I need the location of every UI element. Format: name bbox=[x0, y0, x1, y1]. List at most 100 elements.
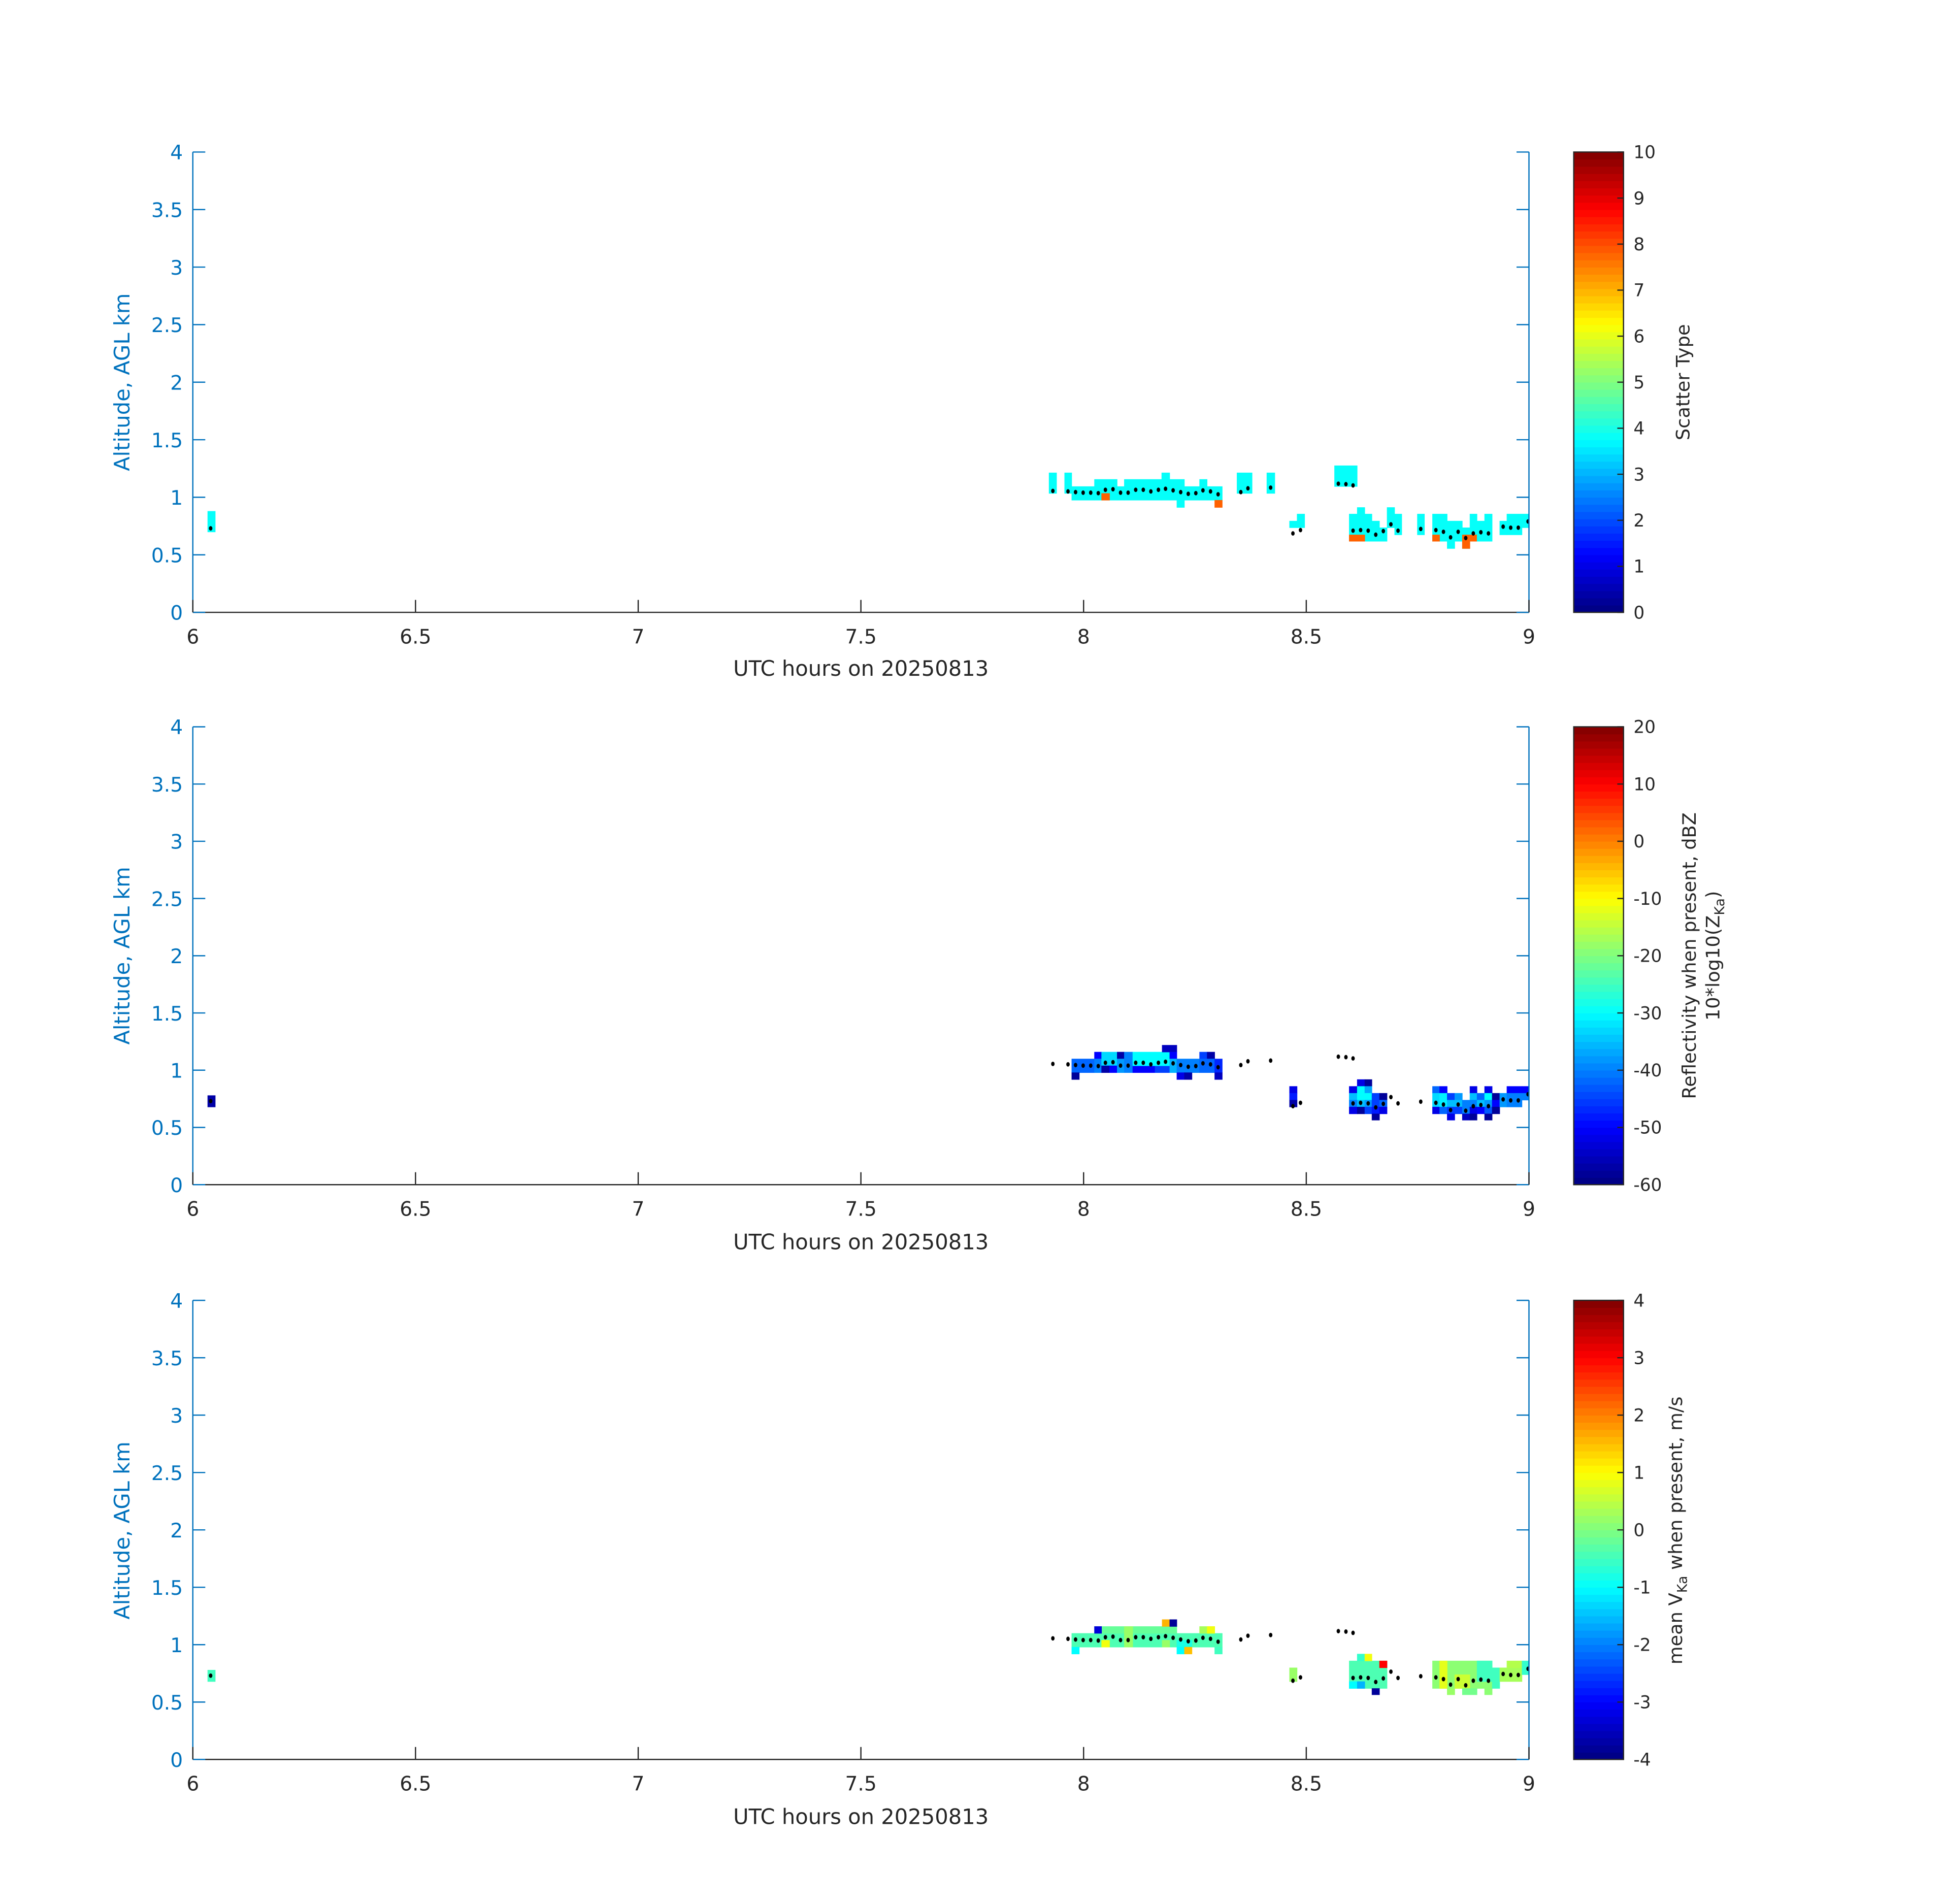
colorbar-segment bbox=[1573, 970, 1624, 978]
data-cell bbox=[1454, 1675, 1470, 1689]
colorbar-segment bbox=[1573, 1422, 1624, 1430]
colorbar-segment bbox=[1573, 166, 1624, 174]
colorbar-segment bbox=[1573, 288, 1624, 297]
y-tick-label: 2 bbox=[170, 945, 183, 968]
cloud-base-point bbox=[1126, 490, 1130, 495]
cloud-base-point bbox=[1419, 1673, 1423, 1679]
cloud-base-point bbox=[1526, 519, 1529, 524]
colorbar-segment bbox=[1573, 590, 1624, 599]
colorbar-segment bbox=[1573, 425, 1624, 433]
data-cell bbox=[1199, 1059, 1215, 1073]
cloud-base-point bbox=[1239, 1637, 1243, 1642]
colorbar-segment bbox=[1573, 1551, 1624, 1559]
colorbar-segment bbox=[1573, 1465, 1624, 1473]
label-text: mean V bbox=[1665, 1593, 1687, 1664]
x-tick-label: 9 bbox=[1523, 626, 1535, 648]
colorbar-segment bbox=[1573, 727, 1624, 735]
colorbar-segment bbox=[1573, 1680, 1624, 1688]
colorbar-segment bbox=[1573, 741, 1624, 749]
y-tick-label: 1 bbox=[170, 487, 183, 510]
colorbar-segment bbox=[1573, 1113, 1624, 1121]
colorbar-segment bbox=[1573, 238, 1624, 246]
data-cell bbox=[1371, 1106, 1380, 1114]
cloud-base-point bbox=[1089, 1063, 1093, 1068]
data-cell bbox=[1289, 1667, 1298, 1682]
data-cell bbox=[1462, 1688, 1477, 1695]
colorbar-segment bbox=[1573, 841, 1624, 849]
x-tick-label: 9 bbox=[1523, 1773, 1535, 1796]
cloud-base-point bbox=[1456, 1677, 1460, 1682]
cloud-base-point bbox=[1096, 1064, 1100, 1069]
data-cell bbox=[1094, 1626, 1102, 1634]
colorbar-segment bbox=[1573, 461, 1624, 469]
cloud-base-point bbox=[209, 1673, 213, 1678]
data-cell bbox=[1071, 1072, 1080, 1080]
colorbar-segment bbox=[1573, 1601, 1624, 1610]
data-cell bbox=[1522, 1086, 1529, 1094]
cloud-base-point bbox=[1366, 1676, 1370, 1681]
x-tick-label: 7.5 bbox=[845, 1773, 876, 1796]
colorbar-segment bbox=[1573, 1572, 1624, 1581]
cloud-base-point bbox=[1201, 1061, 1205, 1066]
colorbar-segment bbox=[1573, 547, 1624, 555]
cloud-base-point bbox=[1208, 1062, 1212, 1067]
cloud-base-point bbox=[1396, 528, 1400, 533]
cloud-base-point bbox=[1366, 1101, 1370, 1106]
data-cell bbox=[1094, 1052, 1102, 1059]
colorbar-segment bbox=[1573, 770, 1624, 777]
colorbar-segment bbox=[1573, 1141, 1624, 1150]
plot-area bbox=[207, 465, 1529, 549]
cloud-base-point bbox=[1509, 1672, 1512, 1678]
colorbar-segment bbox=[1573, 576, 1624, 584]
cloud-base-point bbox=[1389, 1095, 1393, 1100]
colorbar-segment bbox=[1573, 1487, 1624, 1495]
colorbar-segment bbox=[1573, 1565, 1624, 1573]
y-tick-label: 3 bbox=[170, 831, 183, 854]
data-cell bbox=[1492, 1667, 1500, 1689]
data-cell bbox=[1161, 472, 1170, 501]
cloud-base-point bbox=[1118, 1063, 1123, 1068]
cloud-base-point bbox=[1441, 529, 1445, 534]
y-tick-label: 4 bbox=[170, 1290, 183, 1313]
x-tick-label: 6.5 bbox=[400, 1198, 431, 1221]
data-cell bbox=[1169, 1052, 1177, 1059]
data-cell bbox=[1447, 1113, 1455, 1121]
colorbar-segment bbox=[1573, 1379, 1624, 1387]
colorbar-segment bbox=[1573, 777, 1624, 784]
colorbar-segment bbox=[1573, 891, 1624, 899]
colorbar-tick-label: -2 bbox=[1633, 1635, 1651, 1655]
data-cell bbox=[1101, 1052, 1117, 1066]
colorbar-segment bbox=[1573, 1637, 1624, 1645]
cloud-base-point bbox=[1157, 487, 1161, 493]
colorbar-segment bbox=[1573, 1608, 1624, 1617]
colorbar-tick-label: 1 bbox=[1633, 1463, 1644, 1483]
cloud-base-point bbox=[1186, 491, 1190, 497]
colorbar-segment bbox=[1573, 1358, 1624, 1365]
cloud-base-point bbox=[1246, 1633, 1250, 1638]
data-cell bbox=[1387, 507, 1395, 528]
colorbar-segment bbox=[1573, 1077, 1624, 1085]
data-cell bbox=[1207, 486, 1223, 501]
cloud-base-point bbox=[1208, 1636, 1212, 1642]
colorbar-segment bbox=[1573, 784, 1624, 792]
cloud-base-point bbox=[1179, 1637, 1182, 1642]
cloud-base-point bbox=[1509, 1098, 1512, 1103]
cloud-base-point bbox=[1479, 1677, 1483, 1682]
colorbar-segment bbox=[1573, 1092, 1624, 1099]
plot-area bbox=[207, 1619, 1529, 1695]
data-cell bbox=[1237, 472, 1253, 494]
data-cell bbox=[1364, 1086, 1372, 1094]
colorbar-segment bbox=[1573, 1020, 1624, 1028]
data-cell bbox=[1349, 1681, 1358, 1689]
cloud-base-point bbox=[1471, 1104, 1475, 1108]
y-tick-label: 2 bbox=[170, 1520, 183, 1542]
x-axis-label: UTC hours on 20250813 bbox=[733, 1230, 989, 1255]
colorbar-segment bbox=[1573, 819, 1624, 828]
y-axis-label: Altitude, AGL km bbox=[110, 1441, 135, 1619]
x-tick-label: 7.5 bbox=[845, 626, 876, 648]
data-cell bbox=[1439, 1660, 1447, 1689]
colorbar-segment bbox=[1573, 834, 1624, 842]
colorbar-tick-label: 8 bbox=[1633, 235, 1644, 255]
colorbar-tick-label: 6 bbox=[1633, 326, 1644, 347]
